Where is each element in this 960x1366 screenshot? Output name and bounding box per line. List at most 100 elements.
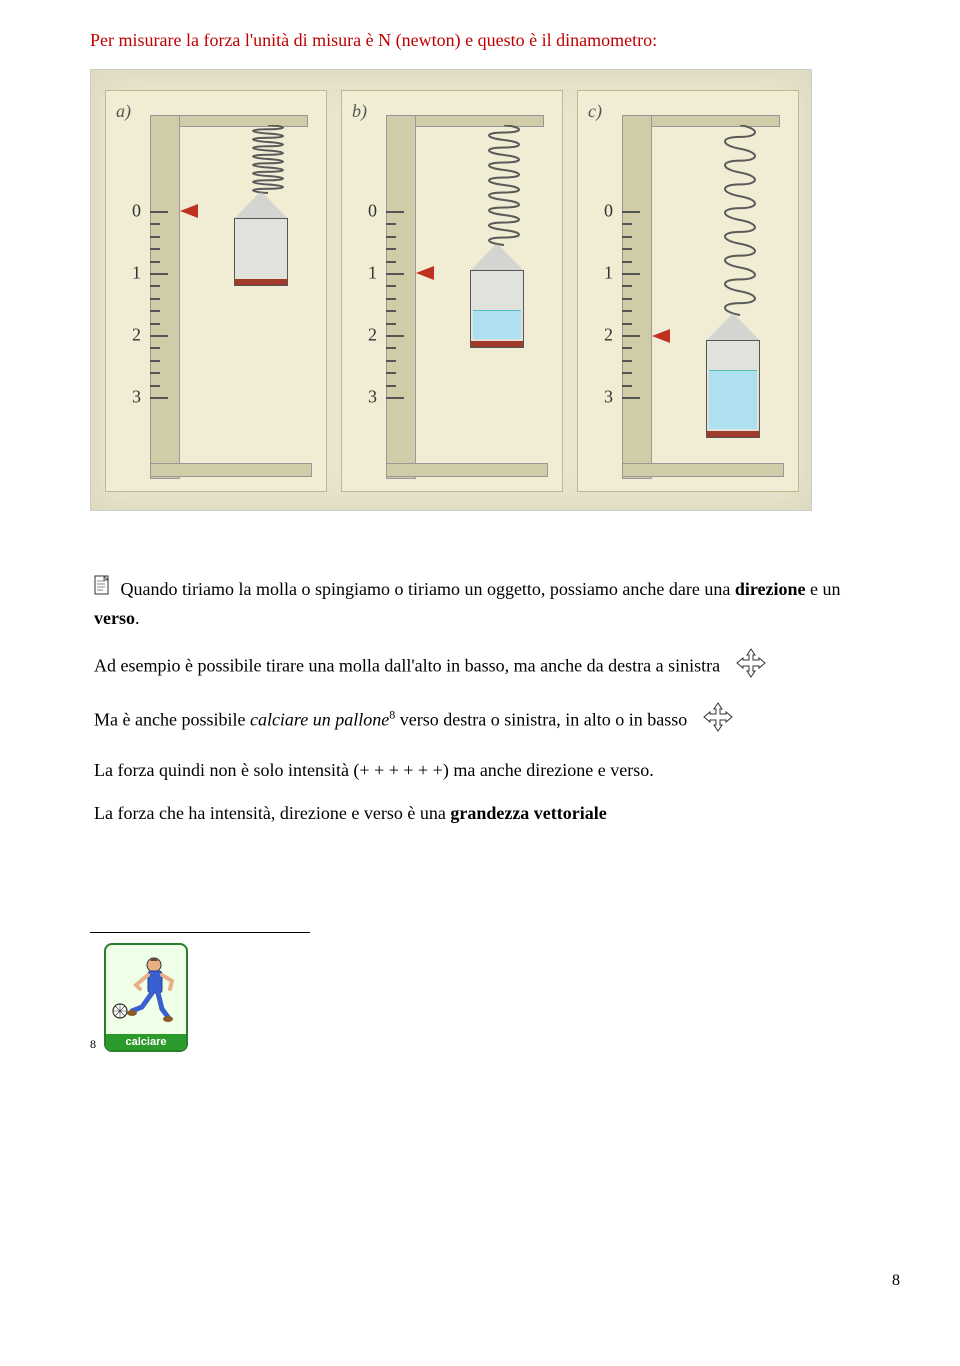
ruler-label: 0 <box>368 201 377 222</box>
spring-icon <box>482 125 526 251</box>
text: Quando tiriamo la molla o spingiamo o ti… <box>121 579 735 599</box>
ruler-minor-tick <box>150 261 160 263</box>
paragraph-3: Ma è anche possibile calciare un pallone… <box>94 701 870 742</box>
ruler-minor-tick <box>622 323 632 325</box>
text: . <box>135 608 140 628</box>
panel-label: a) <box>116 101 131 122</box>
kick-illustration-icon <box>106 945 186 1033</box>
ruler-tick <box>386 273 404 275</box>
text-bold: grandezza vettoriale <box>450 803 606 823</box>
footnote-number: 8 <box>90 1037 96 1052</box>
ruler-minor-tick <box>150 372 160 374</box>
ruler-minor-tick <box>150 285 160 287</box>
ruler-minor-tick <box>386 310 396 312</box>
ruler-tick <box>622 397 640 399</box>
document-page: Per misurare la forza l'unità di misura … <box>0 0 960 1300</box>
weight-container <box>234 191 288 286</box>
dynamometer-panel: b)0123 <box>341 90 563 492</box>
ruler-label: 1 <box>604 263 613 284</box>
ruler-minor-tick <box>386 360 396 362</box>
ruler-minor-tick <box>150 236 160 238</box>
ruler-minor-tick <box>386 385 396 387</box>
ruler-minor-tick <box>386 248 396 250</box>
paragraph-5: La forza che ha intensità, direzione e v… <box>94 799 870 828</box>
footnote-card-label: calciare <box>106 1034 186 1050</box>
container-body <box>706 340 760 438</box>
ruler-tick <box>150 397 168 399</box>
container-base <box>707 431 759 437</box>
text: e un <box>806 579 841 599</box>
ruler-minor-tick <box>150 385 160 387</box>
ruler-label: 3 <box>604 387 613 408</box>
ruler-minor-tick <box>386 223 396 225</box>
ruler-tick <box>150 211 168 213</box>
liquid <box>473 310 521 339</box>
ruler-label: 1 <box>368 263 377 284</box>
page-title: Per misurare la forza l'unità di misura … <box>90 30 900 51</box>
ruler-label: 0 <box>132 201 141 222</box>
ruler-minor-tick <box>622 261 632 263</box>
pointer-icon <box>652 329 670 343</box>
ruler: 0123 <box>386 211 414 471</box>
ruler: 0123 <box>150 211 178 471</box>
ruler-minor-tick <box>386 372 396 374</box>
spring-icon <box>718 125 762 321</box>
text: La forza che ha intensità, direzione e v… <box>94 803 450 823</box>
document-icon <box>94 575 112 604</box>
ruler-label: 2 <box>368 325 377 346</box>
ruler-minor-tick <box>622 360 632 362</box>
container-base <box>235 279 287 285</box>
ruler-tick <box>622 273 640 275</box>
ruler-minor-tick <box>150 223 160 225</box>
ruler-minor-tick <box>386 261 396 263</box>
weight-container <box>706 313 760 438</box>
ruler-minor-tick <box>386 323 396 325</box>
ruler-minor-tick <box>386 236 396 238</box>
footnote-card: calciare <box>104 943 188 1052</box>
ruler-minor-tick <box>622 298 632 300</box>
ruler-minor-tick <box>622 285 632 287</box>
ruler-tick <box>386 335 404 337</box>
paragraph-2: Ad esempio è possibile tirare una molla … <box>94 647 870 688</box>
text: Ad esempio è possibile tirare una molla … <box>94 655 720 675</box>
container-hanger <box>234 191 288 219</box>
pointer-icon <box>180 204 198 218</box>
ruler-minor-tick <box>622 248 632 250</box>
ruler-tick <box>386 397 404 399</box>
ruler-tick <box>386 211 404 213</box>
arrows-cross-icon <box>729 647 773 688</box>
ruler-minor-tick <box>150 347 160 349</box>
dynamometer-panel: a) 0123 <box>105 90 327 492</box>
ruler-minor-tick <box>150 323 160 325</box>
text: Ma è anche possibile <box>94 710 250 730</box>
ruler-minor-tick <box>386 298 396 300</box>
spring-icon <box>246 125 290 199</box>
text-italic: calciare un pallone <box>250 710 389 730</box>
panel-label: c) <box>588 101 602 122</box>
panel-label: b) <box>352 101 367 122</box>
ruler-minor-tick <box>386 285 396 287</box>
ruler-tick <box>622 335 640 337</box>
ruler-minor-tick <box>622 223 632 225</box>
text-bold: verso <box>94 608 135 628</box>
ruler-label: 1 <box>132 263 141 284</box>
dynamometer-figure: a)0123b)0123c)0123 <box>90 69 812 511</box>
text-bold: direzione <box>735 579 806 599</box>
ruler-tick <box>150 273 168 275</box>
container-body <box>234 218 288 286</box>
ruler-label: 3 <box>368 387 377 408</box>
ruler-minor-tick <box>150 360 160 362</box>
ruler-minor-tick <box>150 248 160 250</box>
ruler-minor-tick <box>622 310 632 312</box>
arrows-cross-icon <box>696 701 740 742</box>
ruler-minor-tick <box>622 385 632 387</box>
ruler-minor-tick <box>622 236 632 238</box>
paragraph-4: La forza quindi non è solo intensità (+ … <box>94 756 870 785</box>
ruler-minor-tick <box>150 298 160 300</box>
page-number-right: 8 <box>892 1272 900 1290</box>
liquid <box>709 370 757 429</box>
info-box: Quando tiriamo la molla o spingiamo o ti… <box>90 551 900 862</box>
ruler: 0123 <box>622 211 650 471</box>
pointer-icon <box>416 266 434 280</box>
text: verso destra o sinistra, in alto o in ba… <box>395 710 687 730</box>
